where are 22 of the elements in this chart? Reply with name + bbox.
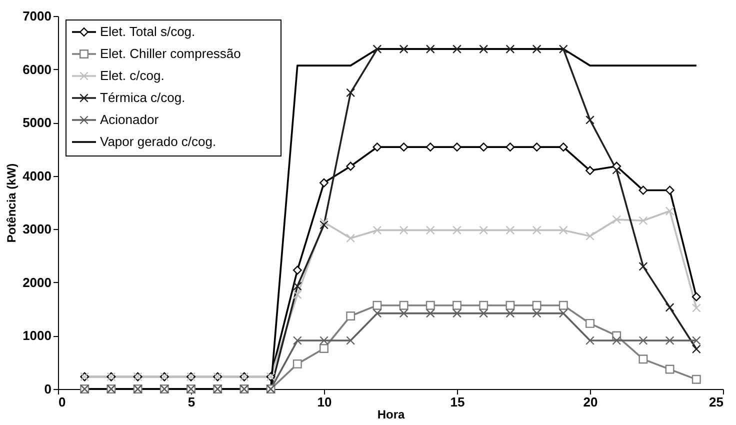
y-axis-title: Potência (kW)	[4, 163, 19, 243]
legend-label: Elet. Chiller compressão	[100, 46, 241, 61]
legend-label: Térmica c/cog.	[100, 90, 186, 105]
legend-label: Elet. c/cog.	[100, 68, 164, 83]
legend-label: Elet. Total s/cog.	[100, 24, 196, 39]
y-tick-label: 7000	[22, 8, 52, 24]
y-tick-label: 2000	[22, 274, 52, 290]
x-tick-label: 5	[188, 394, 196, 410]
legend-label: Vapor gerado c/cog.	[100, 134, 216, 149]
x-axis-title: Hora	[377, 408, 405, 422]
x-tick-label: 25	[709, 394, 724, 410]
y-tick-label: 0	[44, 382, 52, 396]
y-tick-label: 6000	[22, 62, 52, 77]
y-tick-label: 1000	[22, 328, 52, 344]
x-tick-label: 20	[583, 394, 598, 410]
x-tick-label: 10	[317, 394, 332, 410]
x-tick-label: 0	[58, 394, 66, 410]
y-tick-label: 3000	[22, 222, 52, 237]
legend-label: Acionador	[100, 112, 160, 127]
y-tick-label: 5000	[22, 115, 52, 130]
y-tick-label: 4000	[22, 168, 52, 184]
x-tick-label: 15	[450, 394, 465, 410]
